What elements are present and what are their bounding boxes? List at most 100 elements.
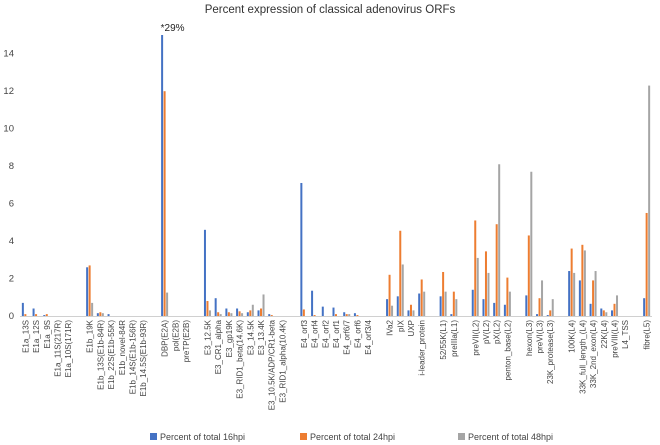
bar-2	[335, 314, 337, 316]
category-label: E3_CR1_alpha	[214, 319, 223, 374]
category-label: E4_orf2	[321, 319, 330, 348]
bar-3	[583, 250, 586, 316]
category-label: 23K_protease(L3)	[546, 320, 555, 384]
y-tick-label: 0	[9, 311, 14, 322]
bar-2	[249, 310, 252, 316]
bar-1	[503, 304, 506, 316]
bar-1	[525, 295, 528, 316]
legend-label: Percent of total 16hpi	[160, 432, 245, 442]
category-label: i-leader_protein	[418, 320, 427, 376]
bar-3	[551, 299, 554, 316]
bar-3	[166, 292, 169, 316]
y-tick-label: 14	[3, 49, 14, 60]
bar-3	[91, 302, 94, 316]
bar-1	[32, 308, 35, 316]
category-label: 100K(L4)	[568, 320, 577, 353]
bar-2	[388, 274, 391, 316]
legend-label: Percent of total 48hpi	[468, 432, 553, 442]
bar-3	[487, 272, 490, 316]
bar-1	[439, 296, 442, 316]
category-label: E1a_10S(171R)	[64, 320, 73, 378]
bar-1	[546, 315, 549, 316]
bar-2	[356, 315, 359, 316]
legend-swatch	[300, 433, 307, 440]
bar-1	[493, 302, 496, 316]
category-label: penton_base(L2)	[503, 320, 512, 381]
bar-2	[581, 244, 584, 316]
bar-3	[508, 291, 511, 316]
legend-label: Percent of total 24hpi	[310, 432, 395, 442]
category-label: E3_13.4K	[257, 319, 266, 355]
category-label: E4_orf6	[353, 319, 362, 348]
bar-3	[648, 85, 651, 316]
bar-1	[203, 229, 206, 316]
bar-1	[578, 280, 581, 316]
bar-3	[594, 271, 597, 316]
bar-2	[495, 224, 498, 316]
bar-3	[444, 291, 447, 316]
bar-2	[452, 291, 455, 316]
category-label: E4_orf6/7	[343, 319, 352, 354]
category-label: E1b_22S(E1b-55K)	[107, 320, 116, 390]
bar-1	[96, 313, 99, 316]
bar-1	[600, 308, 603, 316]
bar-3	[616, 295, 619, 316]
category-label: preVII(L2)	[471, 320, 480, 356]
x-axis: E1a_13S E1a_12S E1a_9S E1a_11S(217R) E1a_10S…	[20, 316, 652, 410]
bar-2	[260, 308, 263, 316]
category-label: pV(L2)	[482, 320, 491, 344]
bar-2	[484, 251, 487, 316]
bar-3	[423, 291, 426, 316]
bar-2	[570, 248, 573, 316]
bar-2	[99, 312, 102, 316]
bar-2	[399, 230, 402, 316]
bar-2	[613, 303, 616, 316]
bar-2	[420, 279, 423, 316]
bar-3	[412, 310, 415, 316]
category-label: E4_orf1	[332, 319, 341, 348]
bar-1	[246, 312, 249, 316]
bar-1	[300, 182, 303, 316]
category-label: 22K(L4)	[600, 320, 609, 349]
bar-3	[208, 310, 211, 316]
bar-series-group	[21, 35, 651, 316]
bar-1	[268, 314, 271, 316]
bar-2	[592, 280, 595, 316]
bar-2	[527, 235, 530, 316]
category-label: E4_orf3/4	[364, 319, 373, 354]
bar-3	[401, 264, 404, 316]
category-label: L4_TSS	[621, 320, 630, 349]
bar-2	[313, 315, 316, 316]
bar-3	[241, 313, 244, 316]
category-label: UXP	[407, 320, 416, 336]
category-label: E1b_14S(E1b-156R)	[128, 320, 137, 395]
category-label: pIX	[396, 319, 405, 332]
y-tick-label: 8	[9, 161, 14, 172]
bar-2	[35, 314, 38, 316]
y-tick-label: 2	[9, 274, 14, 285]
bar-2	[45, 314, 48, 316]
bar-2	[345, 314, 348, 316]
bar-1	[396, 296, 399, 316]
category-label: E3_RID1_beta(14.6K)	[236, 320, 245, 399]
category-label: hexon(L3)	[525, 320, 534, 356]
bar-2	[238, 311, 241, 316]
category-label: E3_10.5K/ADP/CR1-beta	[268, 319, 277, 410]
category-label: E1b_novel-84R	[118, 320, 127, 375]
bar-1	[214, 298, 217, 316]
category-label: E1a_9S	[43, 320, 52, 348]
category-label: 33K_full_length_(L4)	[578, 320, 587, 394]
bar-3	[262, 294, 265, 316]
bar-3	[530, 171, 533, 316]
bar-2	[88, 265, 91, 316]
bar-2	[602, 310, 605, 316]
bar-1	[386, 299, 389, 316]
category-label: E3_12.5K	[203, 319, 212, 355]
bar-2	[442, 271, 445, 316]
y-tick-label: 10	[3, 124, 14, 135]
bar-2	[549, 310, 552, 316]
bar-2	[270, 315, 273, 316]
category-label: E3_gp19K	[225, 319, 234, 357]
bar-1	[236, 308, 239, 316]
